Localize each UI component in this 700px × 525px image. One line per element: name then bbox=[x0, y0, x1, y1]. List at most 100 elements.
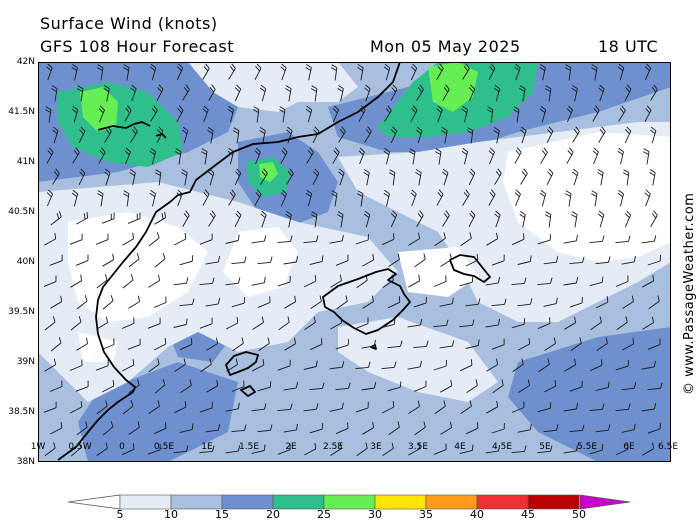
wind-barb-feather bbox=[98, 108, 104, 114]
wind-barb-feather bbox=[236, 210, 242, 216]
wind-barb-feather bbox=[657, 295, 660, 302]
wind-barb-feather bbox=[341, 126, 346, 132]
wind-barb-feather bbox=[47, 189, 53, 195]
wind-barb-staff bbox=[287, 130, 293, 144]
wind-barb-feather bbox=[392, 126, 398, 132]
wind-barb-feather bbox=[626, 126, 632, 132]
wind-barb-staff bbox=[595, 261, 609, 265]
legend-low-arrow bbox=[68, 494, 121, 510]
wind-barb-feather bbox=[392, 210, 398, 216]
wind-barb-staff bbox=[618, 110, 626, 122]
wind-barb-staff bbox=[100, 193, 104, 207]
wind-barb-staff bbox=[183, 130, 189, 144]
wind-barb-feather bbox=[182, 126, 189, 132]
legend-swatch bbox=[323, 494, 376, 510]
wind-barb-staff bbox=[463, 151, 469, 165]
wind-barb-staff bbox=[156, 88, 164, 102]
wind-barb-staff bbox=[650, 215, 658, 227]
wind-barb-feather bbox=[207, 130, 213, 134]
wind-barb-feather bbox=[391, 274, 394, 281]
wind-barb-staff bbox=[75, 260, 89, 266]
wind-barb-feather bbox=[547, 129, 552, 135]
wind-barb-feather bbox=[286, 211, 292, 215]
wind-barb-feather bbox=[129, 169, 136, 173]
wind-barb-feather bbox=[270, 424, 273, 431]
legend-label: 40 bbox=[470, 508, 484, 521]
wind-barb-feather bbox=[237, 234, 240, 241]
wind-barb-staff bbox=[205, 429, 219, 433]
wind-barb-staff bbox=[314, 88, 318, 102]
wind-barb-staff bbox=[225, 282, 239, 286]
wind-barb-staff bbox=[43, 407, 57, 413]
wind-barb-staff bbox=[277, 240, 291, 244]
wind-barb-feather bbox=[441, 127, 448, 131]
wind-barb-staff bbox=[593, 151, 599, 165]
wind-barb-staff bbox=[154, 217, 166, 225]
wind-barb-staff bbox=[647, 428, 661, 434]
wind-barb-feather bbox=[104, 274, 108, 281]
wind-barb-staff bbox=[615, 448, 629, 456]
wind-barb-staff bbox=[412, 151, 416, 165]
wind-barb-staff bbox=[312, 130, 320, 144]
wind-barb-feather bbox=[52, 129, 58, 135]
wind-barb-feather bbox=[80, 274, 83, 281]
wind-barb-staff bbox=[624, 88, 632, 102]
wind-barb-staff bbox=[230, 109, 234, 123]
wind-barb-feather bbox=[471, 276, 474, 283]
wind-barb-feather bbox=[504, 298, 507, 305]
wind-barb-feather bbox=[415, 169, 422, 173]
wind-barb-staff bbox=[413, 302, 427, 308]
wind-barb-feather bbox=[565, 193, 571, 197]
wind-barb-staff bbox=[46, 152, 54, 164]
wind-barb-feather bbox=[207, 127, 214, 131]
wind-barb-feather bbox=[384, 147, 390, 153]
wind-barb-feather bbox=[97, 64, 104, 68]
wind-barb-feather bbox=[72, 105, 78, 111]
wind-barb-staff bbox=[158, 172, 162, 186]
wind-barb-feather bbox=[209, 358, 212, 365]
wind-barb-staff bbox=[307, 193, 313, 207]
wind-barb-staff bbox=[356, 447, 368, 457]
wind-barb-feather bbox=[597, 213, 604, 218]
wind-barb-staff bbox=[488, 67, 496, 81]
wind-barb-staff bbox=[70, 280, 82, 288]
wind-barb-feather bbox=[521, 126, 527, 132]
wind-barb-feather bbox=[435, 151, 441, 155]
lon-label: 2.5E bbox=[323, 442, 343, 452]
wind-barb-feather bbox=[438, 189, 444, 195]
wind-barb-staff bbox=[128, 301, 140, 309]
wind-barb-feather bbox=[235, 171, 240, 177]
wind-barb-staff bbox=[418, 172, 422, 186]
wind-barb-feather bbox=[217, 424, 221, 431]
wind-barb-feather bbox=[389, 169, 396, 173]
wind-barb-feather bbox=[203, 192, 209, 198]
wind-barb-feather bbox=[80, 401, 83, 408]
wind-barb-feather bbox=[394, 361, 397, 368]
wind-barb-feather bbox=[399, 381, 402, 388]
wind-barb-staff bbox=[260, 173, 268, 185]
wind-barb-feather bbox=[497, 318, 500, 325]
wind-barb-staff bbox=[202, 194, 210, 206]
wind-barb-feather bbox=[470, 359, 473, 366]
wind-barb-feather bbox=[233, 127, 240, 131]
lon-label: 5E bbox=[539, 442, 551, 452]
lat-label: 40N bbox=[16, 257, 35, 267]
wind-barb-feather bbox=[310, 214, 317, 218]
legend-label: 50 bbox=[572, 508, 586, 521]
wind-barb-staff bbox=[251, 408, 265, 412]
wind-barb-staff bbox=[125, 151, 131, 165]
wind-barb-feather bbox=[123, 67, 129, 71]
wind-barb-feather bbox=[556, 424, 559, 431]
wind-barb-feather bbox=[279, 109, 285, 113]
wind-barb-feather bbox=[123, 190, 130, 194]
wind-barb-feather bbox=[626, 210, 632, 216]
wind-barb-staff bbox=[470, 130, 474, 144]
legend-label: 45 bbox=[521, 508, 535, 521]
wind-barb-staff bbox=[362, 259, 374, 267]
wind-barb-feather bbox=[58, 211, 62, 218]
wind-barb-staff bbox=[540, 152, 548, 164]
wind-barb-staff bbox=[234, 214, 242, 228]
wind-barb-staff bbox=[492, 384, 504, 394]
wind-barb-staff bbox=[338, 131, 346, 143]
wind-barb-feather bbox=[539, 108, 546, 113]
